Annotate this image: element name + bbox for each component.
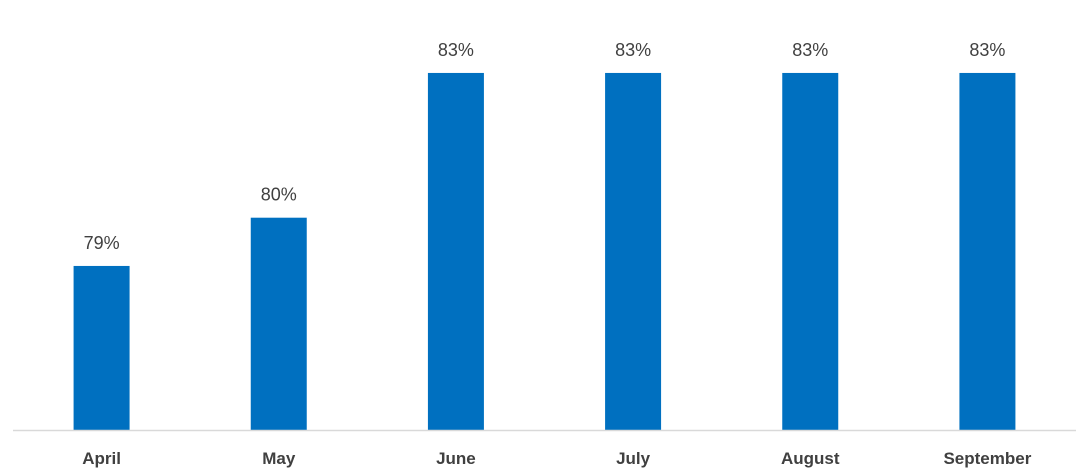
category-label-june: June [436, 449, 476, 468]
data-label-april: 79% [84, 233, 120, 253]
bar-september [959, 72, 1016, 430]
data-label-may: 80% [261, 185, 297, 205]
bar-may [250, 217, 307, 430]
bar-august [782, 72, 839, 430]
data-label-june: 83% [438, 40, 474, 60]
category-label-july: July [616, 449, 651, 468]
category-label-september: September [943, 449, 1031, 468]
category-label-august: August [781, 449, 840, 468]
data-label-august: 83% [792, 40, 828, 60]
bar-june [427, 72, 484, 430]
category-label-may: May [262, 449, 296, 468]
bars-layer [73, 72, 1016, 430]
data-labels-layer: 79% 80% 83% 83% 83% 83% [84, 40, 1006, 253]
data-label-july: 83% [615, 40, 651, 60]
bar-april [73, 265, 130, 430]
data-label-september: 83% [969, 40, 1005, 60]
category-labels-layer: April May June July August September [82, 449, 1032, 468]
category-label-april: April [82, 449, 121, 468]
bar-july [605, 72, 662, 430]
